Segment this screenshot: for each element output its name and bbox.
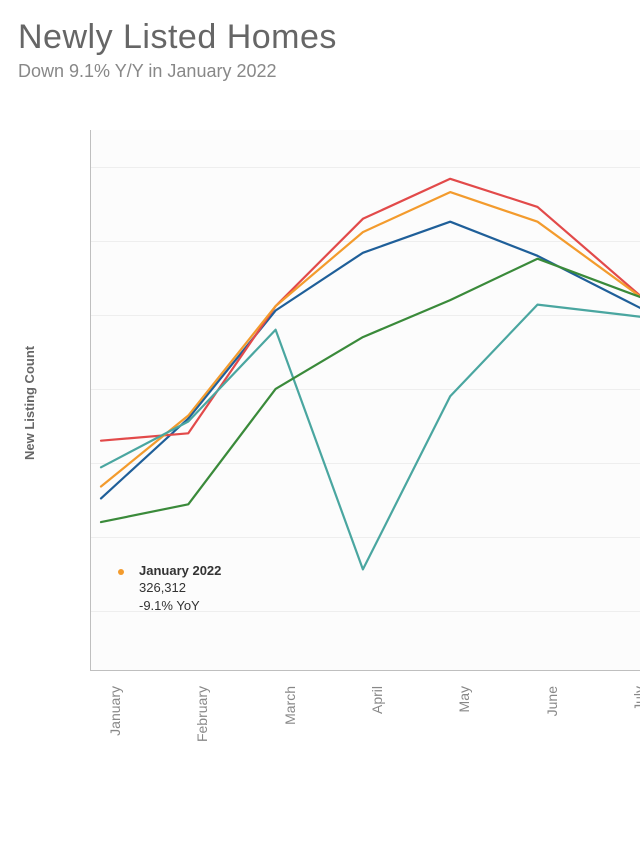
- tooltip-value: 326,312: [139, 579, 221, 597]
- x-tick-label: May: [456, 686, 472, 766]
- series-line-green: [101, 259, 640, 522]
- plot-area: January 2022 326,312 -9.1% YoY: [90, 130, 640, 671]
- series-line-teal: [101, 305, 640, 570]
- x-tick-label: July: [631, 686, 640, 766]
- x-tick-label: June: [544, 686, 560, 766]
- tooltip-delta: -9.1% YoY: [139, 597, 221, 615]
- page-title: Newly Listed Homes: [18, 18, 640, 57]
- highlight-marker-icon: [118, 569, 124, 575]
- x-tick-label: March: [282, 686, 298, 766]
- series-line-red: [101, 179, 640, 441]
- x-tick-label: January: [107, 686, 123, 766]
- page-subtitle: Down 9.1% Y/Y in January 2022: [18, 61, 640, 82]
- x-tick-label: February: [194, 686, 210, 766]
- data-point-tooltip: January 2022 326,312 -9.1% YoY: [139, 562, 221, 615]
- y-axis-label: New Listing Count: [22, 346, 37, 460]
- line-chart: New Listing Count 300K350K400K450K500K55…: [0, 130, 640, 850]
- x-tick-label: April: [369, 686, 385, 766]
- tooltip-month: January 2022: [139, 562, 221, 580]
- series-line-blue: [101, 222, 640, 499]
- series-line-orange: [101, 192, 640, 486]
